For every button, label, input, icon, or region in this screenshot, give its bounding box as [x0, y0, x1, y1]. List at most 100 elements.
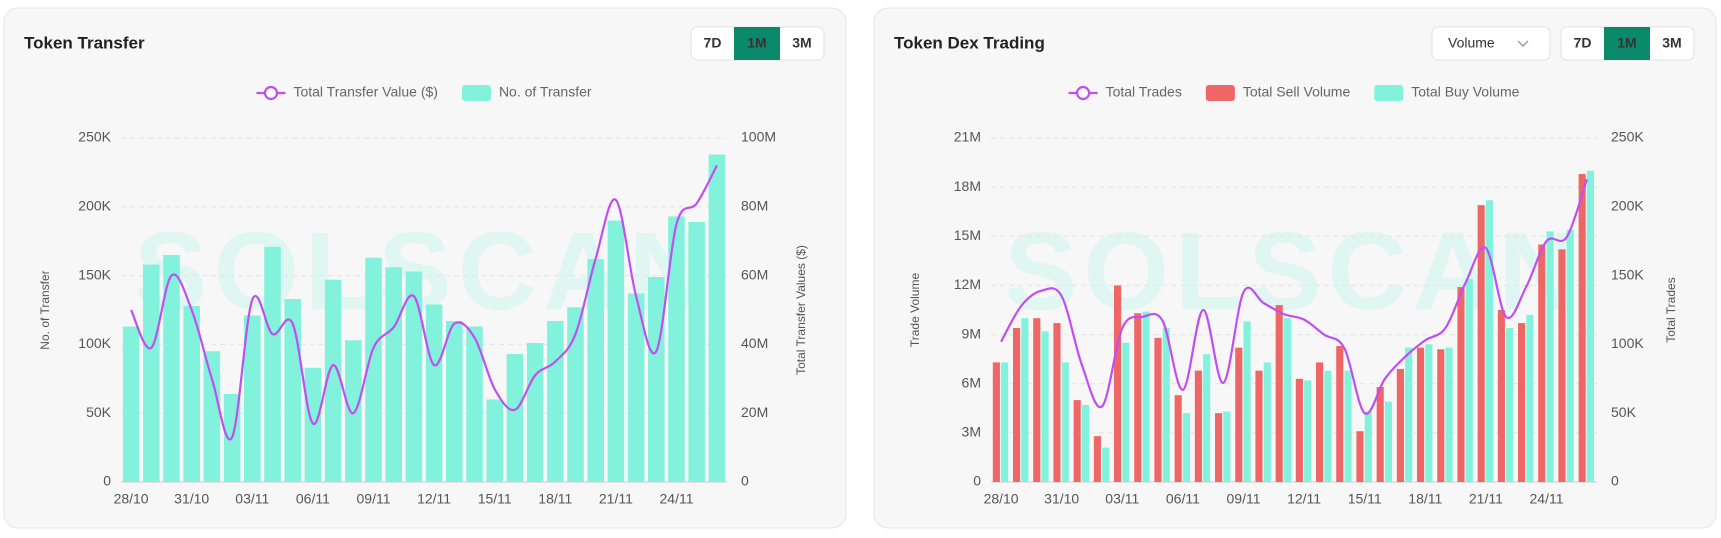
bar	[1001, 362, 1009, 482]
legend-item[interactable]: Total Trades	[1068, 84, 1182, 101]
bar	[1114, 285, 1122, 482]
y2-tick-label: 0	[1611, 473, 1619, 489]
bar	[1586, 170, 1595, 482]
y-tick-label: 9M	[962, 325, 981, 341]
y-tick-label: 150K	[78, 266, 111, 282]
bar	[1425, 344, 1433, 482]
bar	[1497, 310, 1505, 482]
bar	[1033, 318, 1041, 482]
x-tick-label: 15/11	[478, 491, 512, 507]
line-series	[1000, 178, 1588, 415]
bar	[1417, 347, 1425, 482]
bar	[1376, 386, 1384, 482]
bar	[1182, 413, 1191, 482]
x-tick-label: 03/11	[235, 491, 269, 507]
y-tick-label: 100K	[78, 335, 111, 351]
bar	[688, 221, 705, 482]
y2-tick-label: 20M	[741, 404, 768, 420]
bar	[183, 305, 200, 482]
x-tick-label: 03/11	[1105, 491, 1139, 507]
bar	[506, 354, 524, 482]
bar	[1566, 229, 1574, 482]
x-tick-label: 18/11	[538, 491, 572, 507]
legend-item[interactable]: Total Sell Volume	[1205, 84, 1351, 101]
range-button-label[interactable]: 1M	[747, 35, 766, 51]
line-series	[130, 165, 718, 441]
y2-tick-label: 40M	[741, 335, 768, 351]
x-tick-label: 12/11	[1287, 491, 1321, 507]
bar	[1485, 200, 1494, 482]
bar	[1223, 411, 1231, 482]
bar	[1081, 405, 1090, 482]
range-button-label[interactable]: 7D	[704, 35, 722, 51]
y2-tick-label: 50K	[1611, 404, 1637, 420]
dropdown-chevron	[1517, 40, 1529, 47]
legend-label[interactable]: Total Trades	[1106, 84, 1182, 100]
bar	[1316, 362, 1324, 482]
y2-tick-label: 250K	[1611, 129, 1644, 145]
bar	[385, 267, 402, 482]
bar	[587, 259, 604, 482]
bar	[526, 343, 544, 482]
bar	[1174, 395, 1182, 482]
y-tick-label: 3M	[962, 424, 981, 440]
bar	[324, 279, 342, 482]
chart-card: Token Dex Trading Volume 7D 1M 3M SOLSCAN 0 3M 6…	[873, 7, 1717, 529]
bar	[1538, 244, 1546, 482]
range-button-label[interactable]: 3M	[792, 35, 811, 51]
chart-title: Token Transfer	[24, 33, 145, 52]
legend-label[interactable]: Total Transfer Value ($)	[293, 84, 437, 100]
bar	[1558, 249, 1566, 482]
legend-item[interactable]: Total Transfer Value ($)	[256, 84, 438, 101]
bar	[1061, 362, 1069, 482]
bar	[244, 315, 261, 482]
bar	[1263, 362, 1271, 482]
y-tick-label: 50K	[86, 404, 112, 420]
range-button-label[interactable]: 1M	[1617, 35, 1636, 51]
bar	[1102, 447, 1110, 482]
legend-marker	[263, 85, 279, 101]
y-tick-label: 0	[973, 473, 981, 489]
bar	[627, 293, 645, 482]
range-button-label[interactable]: 3M	[1662, 35, 1681, 51]
bar	[486, 399, 503, 482]
x-tick-label: 06/11	[1166, 491, 1200, 507]
bar	[547, 321, 564, 482]
bar	[1215, 413, 1223, 482]
legend-swatch	[461, 85, 491, 101]
x-tick-label: 18/11	[1408, 491, 1442, 507]
range-button[interactable]	[734, 27, 780, 60]
bar	[1295, 378, 1303, 482]
legend-swatch	[1374, 85, 1404, 101]
x-tick-label: 28/10	[114, 491, 149, 507]
x-tick-label: 28/10	[984, 491, 1019, 507]
bar	[1275, 305, 1283, 482]
legend-label[interactable]: Total Buy Volume	[1411, 84, 1519, 100]
legend-item[interactable]: No. of Transfer	[461, 84, 592, 101]
legend-label[interactable]: No. of Transfer	[499, 84, 592, 100]
legend-marker	[1075, 85, 1091, 101]
range-button-label[interactable]: 7D	[1574, 35, 1592, 51]
y-tick-label: 6M	[962, 374, 981, 390]
bar	[163, 254, 180, 482]
bar	[1194, 370, 1202, 482]
bar	[1546, 231, 1554, 482]
bar	[1162, 328, 1170, 482]
bar	[1243, 321, 1251, 482]
bar	[1445, 347, 1453, 482]
bar	[1356, 431, 1364, 482]
legend-item[interactable]: Total Buy Volume	[1374, 84, 1520, 101]
bar	[1364, 411, 1372, 482]
bar	[1304, 380, 1312, 482]
legend-label[interactable]: Total Sell Volume	[1243, 84, 1351, 100]
dropdown[interactable]	[1431, 26, 1551, 61]
legend-swatch	[1205, 85, 1235, 101]
range-button[interactable]	[1604, 27, 1650, 60]
bar	[1578, 174, 1586, 483]
x-tick-label: 24/11	[1530, 491, 1564, 507]
bar	[1477, 205, 1485, 482]
x-tick-label: 31/10	[1044, 491, 1079, 507]
y-tick-label: 0	[103, 473, 111, 489]
